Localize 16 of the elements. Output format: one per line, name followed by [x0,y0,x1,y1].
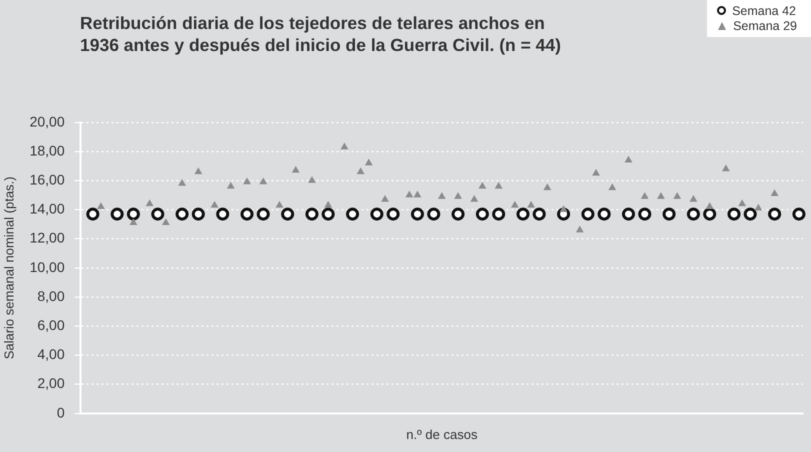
y-tick-label: 6,00 [37,316,65,333]
legend-label: Semana 42 [732,4,796,18]
y-tick-label: 4,00 [37,346,65,362]
y-tick-label: 0 [56,404,65,420]
y-tick-label: 20,00 [30,113,65,130]
y-tick-label: 12,00 [30,230,65,246]
x-axis-title: n.º de casos [406,426,478,442]
y-tick-label: 14,00 [30,200,65,217]
chart-title: Retribución diaria de los tejedores de telares anchos en 1936 antes y después del inicio de la Guerra Civil. (n = 44) [80,12,562,56]
legend-label: Semana 29 [733,18,797,32]
y-tick-label: 8,00 [37,288,65,304]
y-tick-label: 2,00 [37,375,65,392]
y-tick-label: 16,00 [30,171,65,188]
y-axis-title: Salario semanal nominal (ptas.) [1,176,16,360]
y-tick-label: 10,00 [30,258,65,275]
y-tick-label: 18,00 [30,142,65,158]
